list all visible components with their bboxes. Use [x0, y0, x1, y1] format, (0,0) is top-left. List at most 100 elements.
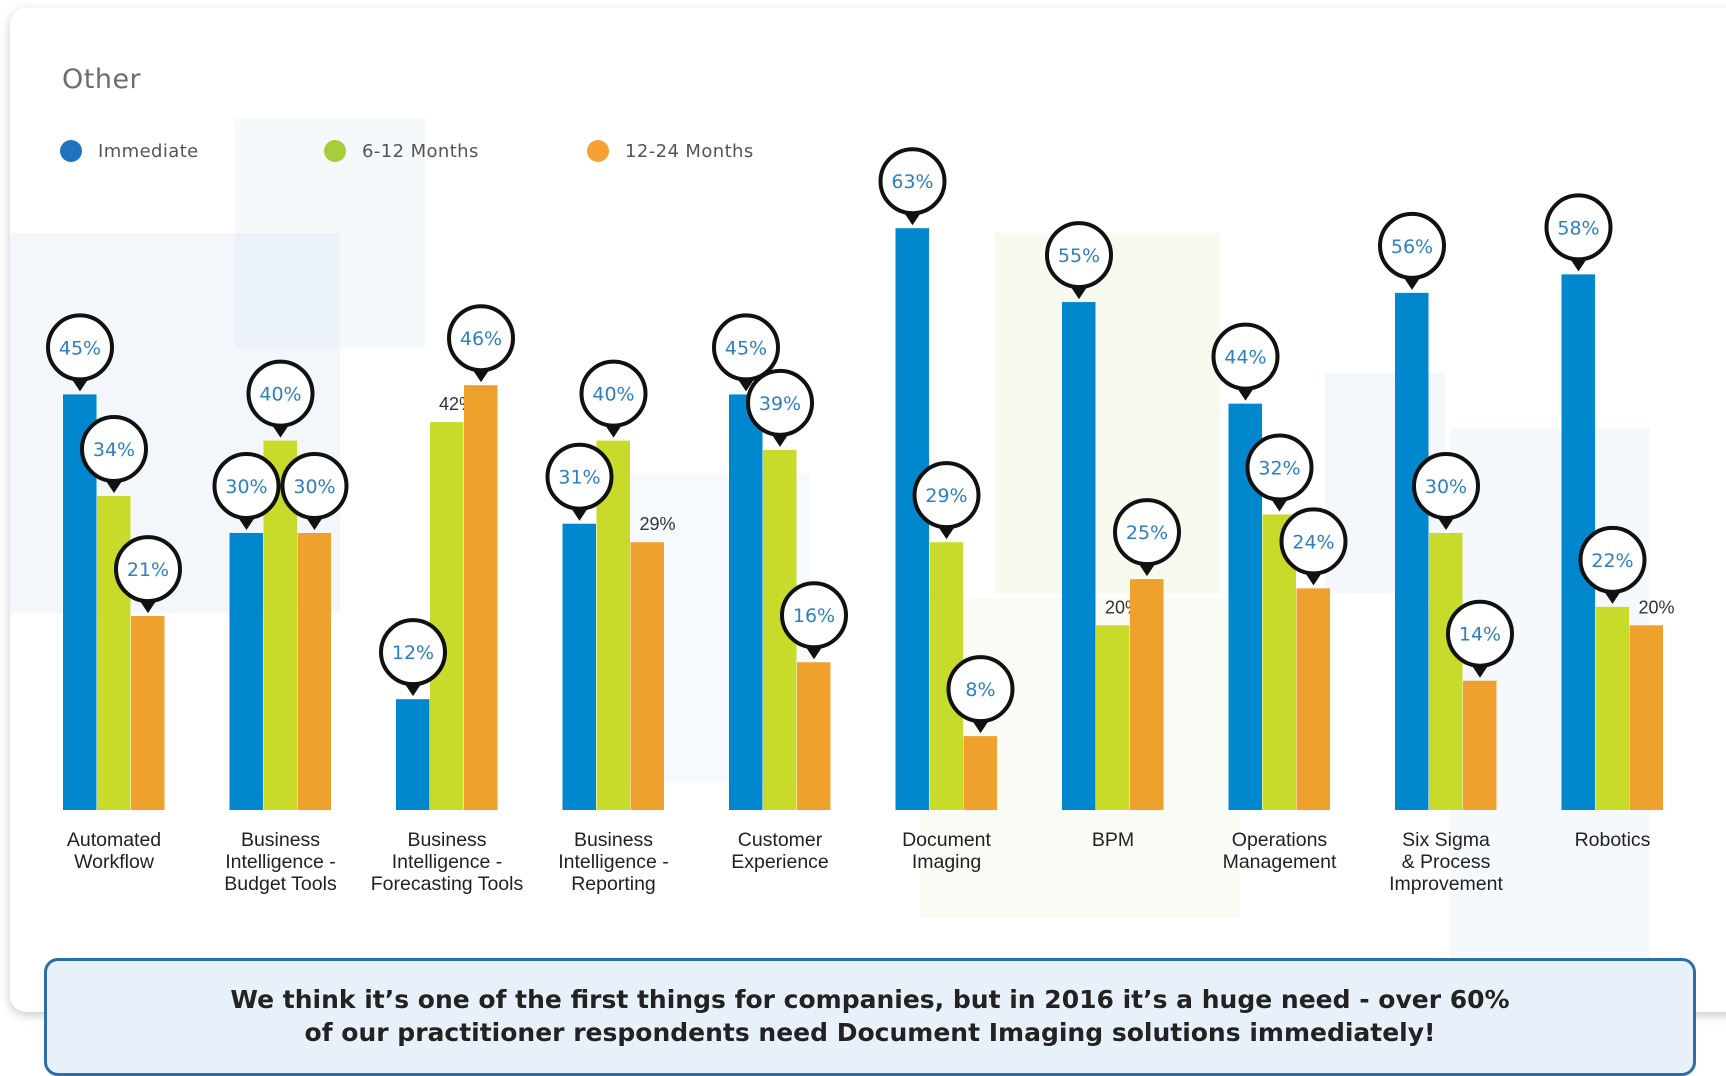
category-label: Automated Workflow — [67, 829, 161, 873]
value-bubble: 30% — [280, 451, 349, 530]
category-label: Six Sigma & Process Improvement — [1389, 829, 1503, 895]
value-bubble: 40% — [579, 359, 648, 438]
value-bubble: 45% — [712, 313, 780, 392]
bubble-circle — [80, 415, 148, 484]
bar — [297, 532, 331, 810]
bar — [1130, 579, 1164, 810]
bubble-circle — [712, 313, 780, 382]
value-bubble: 30% — [1412, 451, 1480, 530]
bubble-circle — [246, 359, 315, 428]
legend-label: 12-24 Months — [625, 140, 754, 162]
bar — [630, 542, 664, 810]
bubble-circle — [1378, 211, 1446, 280]
data-label: 21% — [127, 559, 169, 581]
data-label: 24% — [1292, 531, 1334, 553]
data-label: 32% — [1258, 457, 1300, 479]
value-bubble: 58% — [1544, 193, 1613, 272]
value-bubble: 44% — [1211, 322, 1280, 401]
bar — [1296, 588, 1330, 810]
bubble-circle — [46, 313, 114, 382]
value-bubble: 14% — [1446, 599, 1514, 678]
chart-title: Other — [62, 64, 142, 95]
category-label: Operations Management — [1223, 829, 1337, 873]
legend-label: 6-12 Months — [362, 140, 479, 162]
data-label: 8% — [965, 679, 995, 701]
bubble-circle — [1045, 221, 1113, 290]
category-label: Customer Experience — [731, 829, 829, 873]
bg-square — [995, 233, 1220, 593]
category-label: Robotics — [1575, 829, 1651, 851]
callout-box: We think it’s one of the first things fo… — [44, 958, 1696, 1076]
bar — [1463, 680, 1497, 810]
data-label: 34% — [93, 439, 135, 461]
bar — [1062, 302, 1096, 810]
bar — [797, 662, 831, 810]
data-label: 14% — [1459, 624, 1501, 646]
legend-item-6-12-months: 6-12 Months — [324, 140, 479, 162]
category-label: BPM — [1092, 829, 1134, 851]
value-bubble: 22% — [1578, 525, 1647, 604]
legend-dot-icon — [324, 140, 346, 162]
bubble-circle — [212, 451, 281, 520]
data-label: 25% — [1126, 522, 1168, 544]
value-bubble: 63% — [878, 147, 947, 226]
bar — [1629, 625, 1663, 810]
bubble-circle — [746, 368, 814, 437]
data-label: 30% — [293, 476, 335, 498]
data-label: 58% — [1557, 217, 1599, 239]
data-label: 39% — [759, 393, 801, 415]
value-bubble: 45% — [46, 313, 114, 392]
value-bubble: 29% — [912, 461, 981, 540]
value-bubble: 46% — [447, 304, 515, 383]
bar — [396, 699, 430, 810]
bubble-circle — [114, 535, 182, 604]
bar — [97, 496, 131, 810]
category-label: Business Intelligence -Budget Tools — [224, 829, 337, 895]
data-label: 30% — [225, 476, 267, 498]
data-label: 29% — [925, 485, 967, 507]
value-bubble: 56% — [1378, 211, 1446, 290]
bar — [1395, 292, 1429, 811]
value-bubble: 21% — [114, 535, 182, 614]
bubble-circle — [1245, 433, 1314, 502]
callout-text: We think it’s one of the first things fo… — [47, 983, 1693, 1049]
value-bubble: 8% — [946, 655, 1015, 734]
bar — [729, 394, 763, 810]
legend-dot-icon — [60, 140, 82, 162]
bar — [1429, 532, 1463, 810]
value-bubble: 32% — [1245, 433, 1314, 512]
bubble-circle — [447, 304, 515, 373]
bar — [229, 532, 263, 810]
bubble-circle — [1446, 599, 1514, 668]
bar — [464, 385, 498, 810]
bar — [596, 440, 630, 810]
data-label: 44% — [1224, 347, 1266, 369]
value-bubble: 25% — [1113, 498, 1181, 577]
legend-dot-icon — [587, 140, 609, 162]
category-label: Document Imaging — [902, 829, 991, 873]
data-label: 29% — [639, 514, 675, 534]
data-label: 46% — [460, 328, 502, 350]
data-label: 40% — [592, 384, 634, 406]
value-bubble: 34% — [80, 415, 148, 494]
data-label: 40% — [259, 384, 301, 406]
bar — [562, 523, 596, 810]
bubble-circle — [1211, 322, 1280, 391]
bar — [430, 422, 464, 810]
bubble-circle — [780, 581, 848, 650]
legend-item-12-24-months: 12-24 Months — [587, 140, 754, 162]
data-label: 45% — [59, 337, 101, 359]
bubble-circle — [579, 359, 648, 428]
data-label: 20% — [1638, 597, 1674, 617]
data-label: 22% — [1591, 550, 1633, 572]
data-label: 55% — [1058, 245, 1100, 267]
value-bubble: 24% — [1279, 507, 1348, 586]
value-bubble: 31% — [545, 442, 614, 521]
callout-line-1: We think it’s one of the first things fo… — [230, 985, 1510, 1014]
data-label: 16% — [793, 605, 835, 627]
legend-label: Immediate — [98, 140, 199, 162]
data-label: 31% — [558, 467, 600, 489]
callout-line-2: of our practitioner respondents need Doc… — [304, 1018, 1436, 1047]
bubble-circle — [1113, 498, 1181, 567]
